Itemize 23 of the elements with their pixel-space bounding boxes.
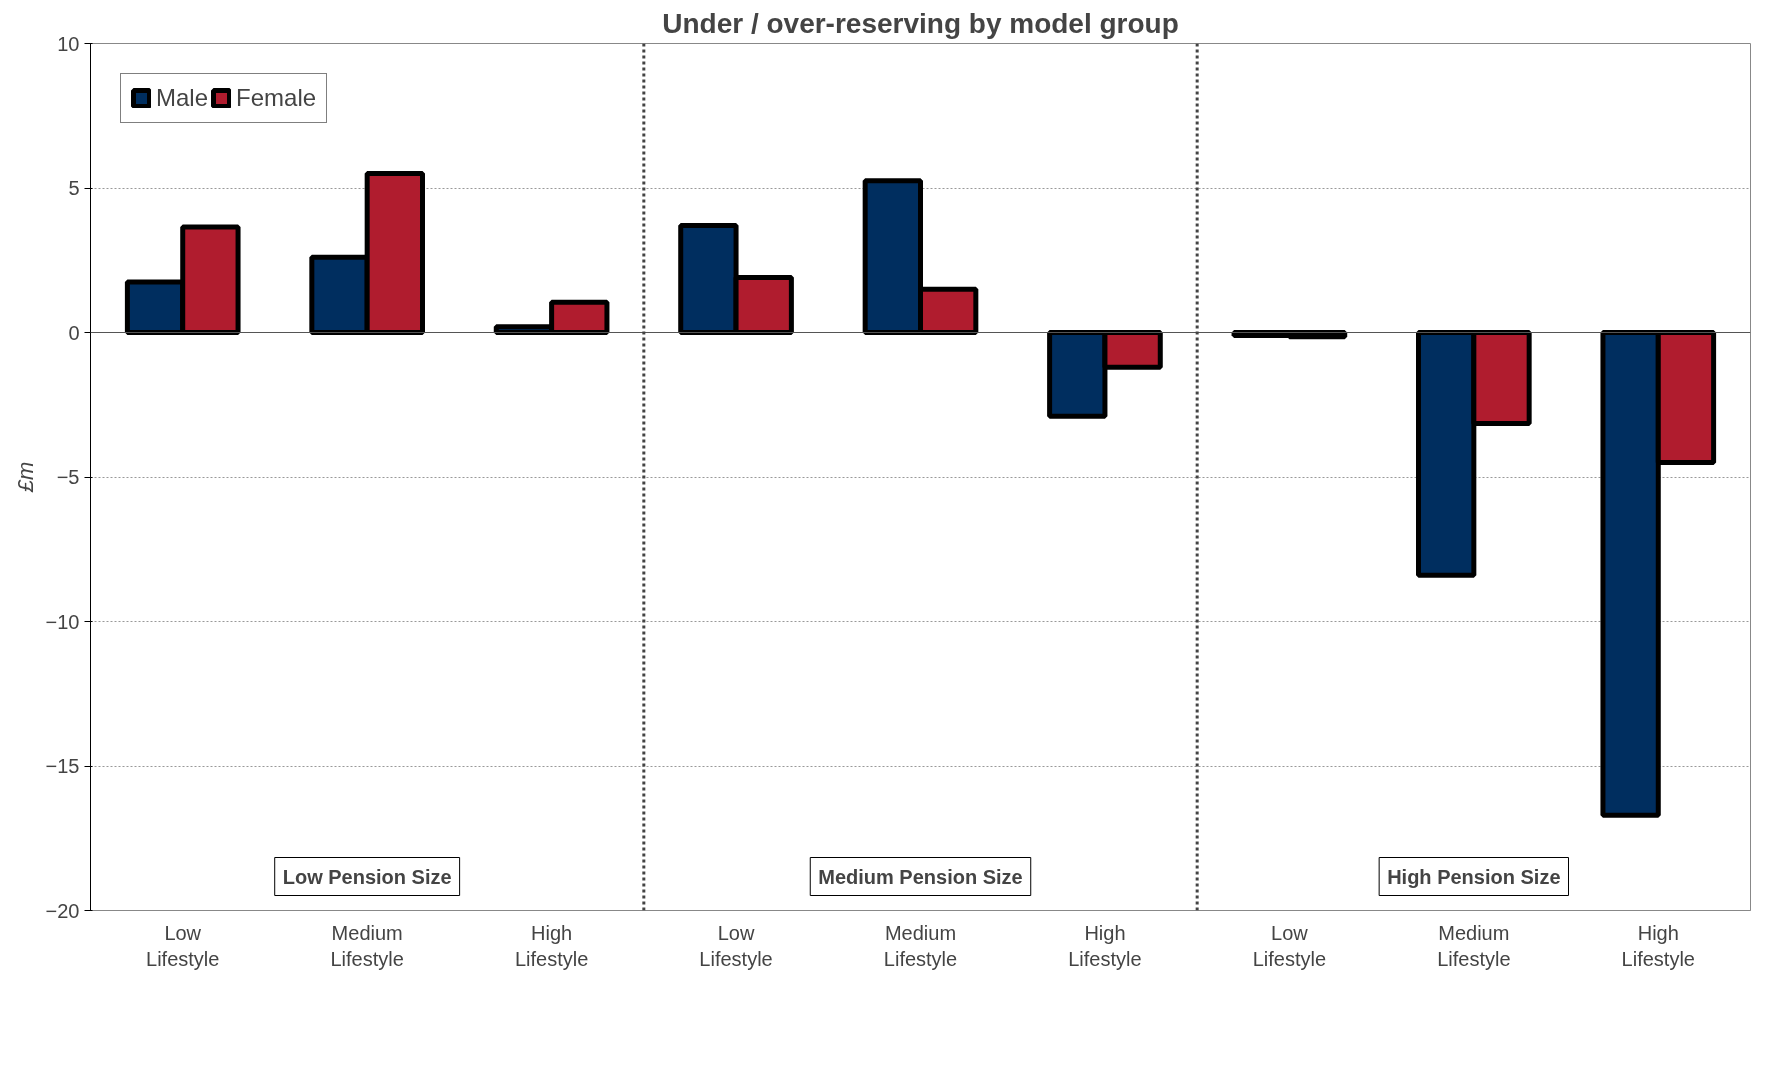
x-tick-label: Low Lifestyle	[699, 921, 773, 970]
y-tick-label: −10	[45, 610, 80, 633]
y-tick-label: −20	[45, 899, 80, 922]
y-tick-label: 10	[57, 32, 80, 55]
legend-label: Male	[156, 84, 209, 112]
y-tick-label: −5	[56, 466, 80, 488]
x-tick-label: High Lifestyle	[1621, 921, 1695, 970]
x-tick-label: Low Lifestyle	[146, 921, 220, 970]
x-tick-label: High Lifestyle	[1068, 921, 1142, 970]
x-tick-label: High Lifestyle	[514, 921, 589, 970]
y-tick-label: −15	[45, 755, 80, 777]
legend-label: Female	[236, 84, 317, 112]
annotation: Medium Pension Size	[818, 865, 1023, 888]
x-tick-label: Medium Lifestyle	[1437, 921, 1511, 970]
x-tick-label: Medium Lifestyle	[330, 921, 404, 970]
y-tick-label: 5	[68, 177, 80, 199]
y-axis-title: £m	[12, 461, 38, 494]
y-tick-label: 0	[68, 321, 80, 344]
x-tick-label: Medium Lifestyle	[883, 921, 958, 970]
x-tick-label: Low Lifestyle	[1252, 921, 1327, 970]
annotation: Low Pension Size	[282, 865, 452, 888]
annotation: High Pension Size	[1387, 865, 1561, 888]
chart-title: Under / over-reserving by model group	[662, 7, 1179, 39]
